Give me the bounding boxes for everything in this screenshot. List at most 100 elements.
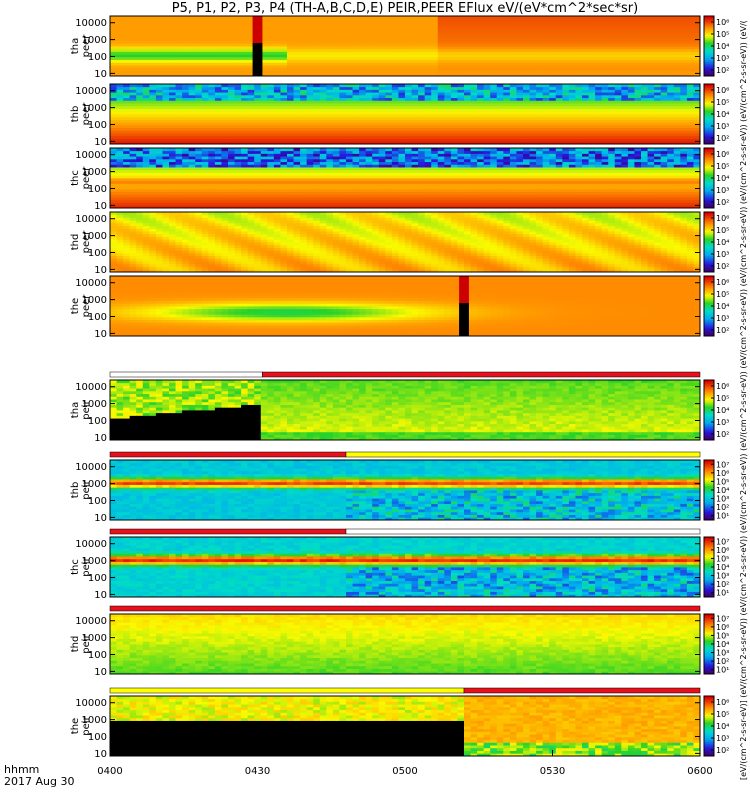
heatmap-cell	[241, 153, 249, 157]
heatmap-cell	[575, 119, 583, 123]
heatmap-cell	[667, 37, 675, 41]
heatmap-cell	[614, 116, 622, 120]
heatmap-cell	[293, 40, 301, 44]
heatmap-cell	[464, 114, 471, 118]
heatmap-cell	[319, 164, 327, 168]
heatmap-cell	[601, 97, 609, 101]
heatmap-cell	[680, 86, 688, 90]
heatmap-cell	[182, 67, 190, 71]
heatmap-cell	[313, 205, 321, 209]
heatmap-cell	[260, 84, 268, 88]
heatmap-cell	[195, 48, 203, 52]
heatmap-cell	[627, 89, 635, 93]
heatmap-cell	[516, 67, 524, 71]
heatmap-cell	[431, 65, 439, 69]
heatmap-cell	[470, 43, 478, 47]
heatmap-cell	[378, 138, 386, 142]
heatmap-cell	[365, 150, 373, 154]
heatmap-cell	[319, 65, 327, 69]
heatmap-cell	[562, 92, 570, 96]
heatmap-cell	[234, 135, 242, 139]
heatmap-cell	[378, 205, 386, 209]
heatmap-cell	[306, 54, 314, 58]
heatmap-cell	[431, 56, 439, 61]
heatmap-cell	[582, 59, 589, 63]
heatmap-cell	[555, 70, 563, 74]
heatmap-cell	[346, 40, 353, 44]
heatmap-cell	[155, 119, 163, 123]
heatmap-cell	[214, 32, 222, 36]
heatmap-cell	[280, 43, 288, 47]
heatmap-cell	[326, 24, 334, 28]
heatmap-cell	[529, 56, 537, 61]
heatmap-cell	[405, 24, 412, 28]
heatmap-cell	[418, 92, 426, 96]
heatmap-cell	[568, 46, 576, 50]
heatmap-cell	[516, 122, 524, 126]
heatmap-cell	[608, 138, 616, 142]
heatmap-cell	[601, 141, 609, 145]
heatmap-cell	[555, 56, 563, 61]
heatmap-cell	[582, 97, 589, 101]
heatmap-cell	[391, 94, 399, 99]
heatmap-cell	[549, 67, 557, 71]
heatmap-cell	[287, 46, 294, 50]
heatmap-cell	[267, 188, 275, 193]
heatmap-cell	[280, 18, 288, 22]
heatmap-cell	[195, 16, 203, 20]
heatmap-cell	[182, 37, 190, 41]
colorbar-swatch	[704, 110, 714, 113]
heatmap-cell	[228, 141, 235, 145]
heatmap-cell	[582, 40, 589, 44]
heatmap-cell	[608, 24, 616, 28]
heatmap-cell	[254, 108, 262, 112]
heatmap-cell	[214, 29, 222, 33]
heatmap-cell	[234, 197, 242, 201]
heatmap-cell	[575, 127, 583, 131]
heatmap-cell	[155, 43, 163, 47]
heatmap-cell	[424, 84, 432, 88]
heatmap-cell	[372, 191, 380, 195]
heatmap-cell	[155, 54, 163, 58]
heatmap-cell	[169, 86, 176, 90]
heatmap-cell	[169, 194, 176, 198]
heatmap-cell	[496, 141, 504, 145]
heatmap-cell	[267, 32, 275, 36]
heatmap-cell	[306, 138, 314, 142]
heatmap-cell	[155, 35, 163, 39]
heatmap-cell	[228, 43, 235, 47]
heatmap-cell	[339, 16, 347, 20]
heatmap-cell	[542, 103, 550, 107]
heatmap-cell	[523, 103, 530, 107]
heatmap-cell	[319, 183, 327, 187]
heatmap-cell	[214, 133, 222, 137]
heatmap-cell	[424, 24, 432, 28]
heatmap-cell	[110, 46, 117, 50]
heatmap-cell	[116, 35, 124, 39]
heatmap-cell	[162, 86, 170, 90]
heatmap-cell	[523, 124, 530, 129]
heatmap-cell	[155, 103, 163, 107]
heatmap-cell	[195, 70, 203, 74]
heatmap-cell	[260, 37, 268, 41]
heatmap-cell	[162, 188, 170, 193]
heatmap-cell	[287, 92, 294, 96]
heatmap-cell	[562, 94, 570, 99]
heatmap-cell	[634, 56, 642, 61]
heatmap-cell	[464, 103, 471, 107]
heatmap-cell	[339, 127, 347, 131]
heatmap-cell	[123, 183, 131, 187]
heatmap-cell	[391, 89, 399, 93]
heatmap-cell	[477, 59, 485, 63]
heatmap-cell	[273, 138, 281, 142]
heatmap-cell	[332, 197, 340, 201]
heatmap-cell	[339, 199, 347, 203]
heatmap-cell	[549, 56, 557, 61]
heatmap-cell	[155, 51, 163, 55]
heatmap-cell	[470, 29, 478, 33]
heatmap-cell	[332, 97, 340, 101]
heatmap-cell	[608, 122, 616, 126]
heatmap-cell	[608, 26, 616, 31]
heatmap-cell	[634, 32, 642, 36]
heatmap-cell	[555, 29, 563, 33]
